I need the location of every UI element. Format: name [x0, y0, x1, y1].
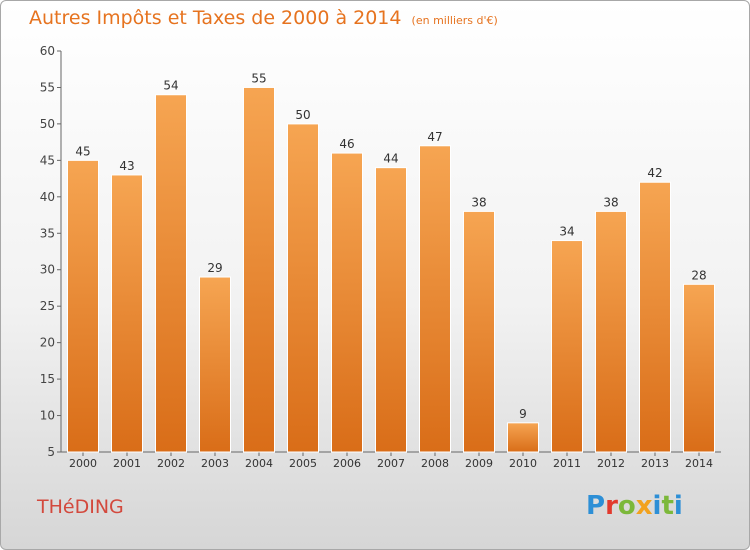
bar-2000: [67, 159, 99, 453]
x-tick-label: 2010: [509, 457, 537, 470]
bar-2004: [243, 86, 275, 453]
y-tick-label: 55: [40, 80, 55, 94]
bar-value-label: 28: [691, 268, 706, 282]
bar-2005: [287, 123, 319, 453]
y-tick-label: 60: [40, 44, 55, 58]
x-tick-label: 2005: [289, 457, 317, 470]
x-tick-label: 2003: [201, 457, 229, 470]
bar-value-label: 45: [75, 144, 90, 158]
x-tick-label: 2007: [377, 457, 405, 470]
chart-title-text: Autres Impôts et Taxes de 2000 à 2014: [29, 7, 402, 29]
bar-value-label: 54: [163, 79, 178, 93]
chart-title: Autres Impôts et Taxes de 2000 à 2014 (e…: [29, 7, 498, 29]
chart-unit: (en milliers d'€): [411, 14, 498, 27]
bar-2014: [683, 283, 715, 453]
y-tick-label: 40: [40, 190, 55, 204]
bar-2011: [551, 240, 583, 453]
bar-2010: [507, 422, 539, 453]
bar-value-label: 38: [471, 195, 486, 209]
y-tick-label: 30: [40, 263, 55, 277]
y-tick-label: 25: [40, 299, 55, 313]
proxiti-logo[interactable]: Proxiti: [586, 491, 683, 521]
y-tick-label: 50: [40, 117, 55, 131]
y-tick-label: 35: [40, 226, 55, 240]
x-tick-label: 2004: [245, 457, 273, 470]
y-tick-label: 5: [47, 445, 55, 459]
y-tick-label: 15: [40, 372, 55, 386]
y-tick-label: 45: [40, 153, 55, 167]
bar-2007: [375, 167, 407, 453]
bar-value-label: 43: [119, 159, 134, 173]
bar-2008: [419, 145, 451, 453]
bar-value-label: 46: [339, 137, 354, 151]
bar-2009: [463, 210, 495, 453]
bar-value-label: 50: [295, 108, 310, 122]
bar-value-label: 55: [251, 71, 266, 85]
bar-2002: [155, 94, 187, 453]
bar-2006: [331, 152, 363, 453]
x-tick-label: 2008: [421, 457, 449, 470]
x-tick-label: 2013: [641, 457, 669, 470]
bar-value-label: 47: [427, 130, 442, 144]
bar-2001: [111, 174, 143, 453]
bar-2003: [199, 276, 231, 453]
x-tick-label: 2006: [333, 457, 361, 470]
x-tick-label: 2014: [685, 457, 713, 470]
bars: 45 43 54 29 55 50 46 44 47 38 9 34 38 42 28: [67, 71, 715, 453]
x-tick-label: 2002: [157, 457, 185, 470]
commune-name: THéDING: [37, 496, 124, 518]
bar-2013: [639, 181, 671, 453]
x-tick-label: 2011: [553, 457, 581, 470]
bar-value-label: 29: [207, 261, 222, 275]
y-tick-label: 10: [40, 409, 55, 423]
bar-value-label: 44: [383, 152, 398, 166]
x-tick-label: 2009: [465, 457, 493, 470]
bar-value-label: 9: [519, 407, 527, 421]
x-tick-label: 2000: [69, 457, 97, 470]
x-tick-label: 2012: [597, 457, 625, 470]
y-tick-label: 20: [40, 336, 55, 350]
x-tick-label: 2001: [113, 457, 141, 470]
bar-value-label: 34: [559, 225, 574, 239]
bar-value-label: 42: [647, 166, 662, 180]
bar-2012: [595, 210, 627, 453]
bar-value-label: 38: [603, 195, 618, 209]
